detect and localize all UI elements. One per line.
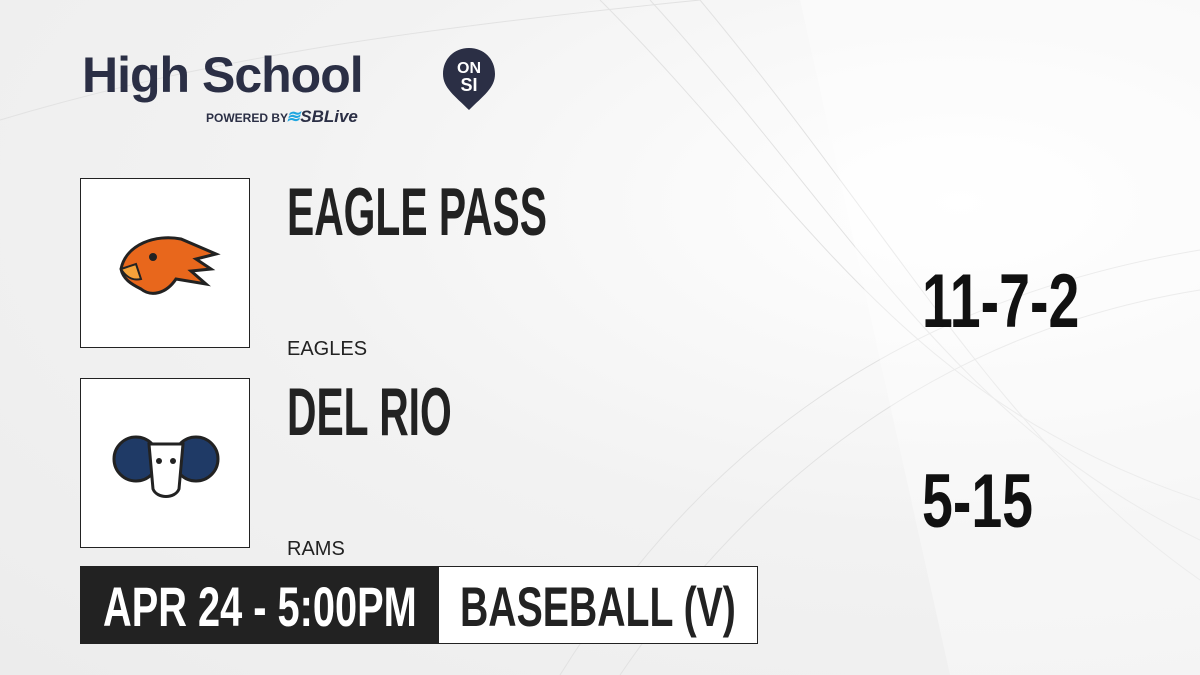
- ram-logo-icon: [112, 435, 220, 498]
- home-record: 11-7-2: [922, 259, 1080, 344]
- on-si-pin-icon: ON SI: [443, 48, 495, 110]
- game-sport: BASEBALL (V): [460, 575, 736, 638]
- home-team-name: EAGLE PASS: [287, 174, 547, 250]
- game-datetime: APR 24 - 5:00PM: [103, 575, 417, 638]
- badge-bottom: SI: [460, 75, 477, 95]
- game-sport-box: BASEBALL (V): [438, 566, 758, 644]
- badge-top: ON: [457, 60, 481, 77]
- eagle-logo-icon: [119, 236, 221, 295]
- brand-title: High School: [82, 47, 364, 103]
- home-logo-box: [80, 178, 250, 348]
- game-datetime-box: APR 24 - 5:00PM: [80, 566, 438, 644]
- powered-by: POWERED BY: [206, 111, 289, 125]
- away-record: 5-15: [922, 459, 1034, 544]
- home-mascot: EAGLES: [287, 338, 368, 360]
- away-team-name: DEL RIO: [287, 374, 452, 450]
- away-mascot: RAMS: [287, 538, 345, 560]
- sblive-logo: ≋SBLive: [286, 107, 358, 126]
- away-logo-box: [80, 378, 250, 548]
